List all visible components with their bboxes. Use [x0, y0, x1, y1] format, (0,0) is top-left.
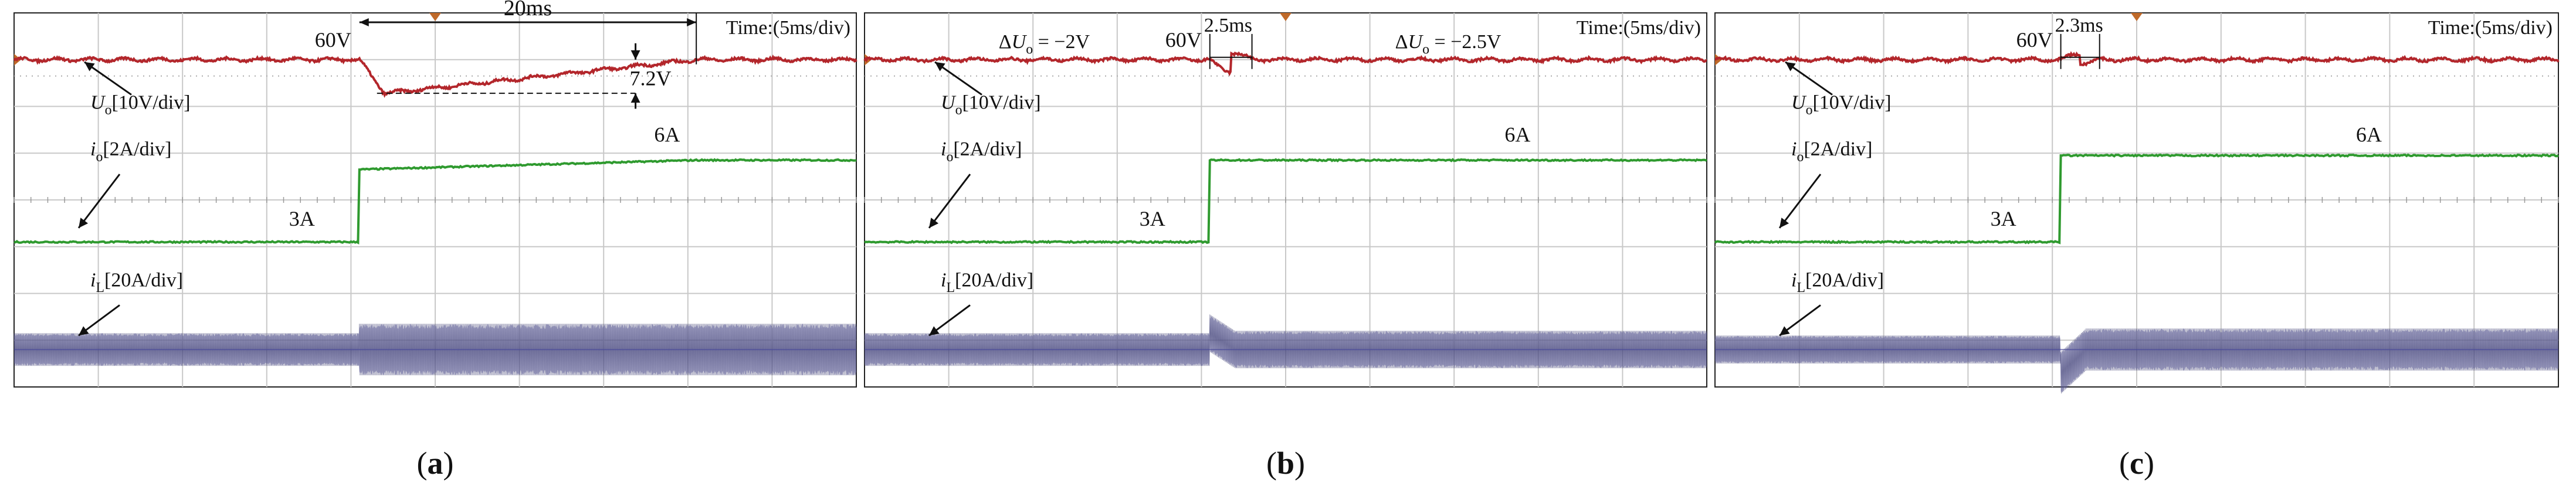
- caption-a: (a): [417, 446, 454, 481]
- arrow-io-shaft: [77, 174, 121, 229]
- current-after-label: 6A: [1504, 123, 1530, 146]
- series-uo-trace: [13, 55, 857, 98]
- probe-label-uo: Uo[10V/div]: [90, 91, 191, 118]
- series-io-trace: [13, 158, 857, 245]
- trigger-marker: [1280, 13, 1292, 21]
- arrow-il-head: [1780, 326, 1790, 336]
- dip-arrow-top-head: [631, 50, 640, 60]
- panel-b: Time:(5ms/div) 60V Uo[10V/div] io[2A/div] iL…: [863, 12, 1707, 388]
- probe-label-il: iL[20A/div]: [90, 270, 183, 296]
- arrow-uo-shaft: [84, 61, 132, 96]
- probe-label-il: iL[20A/div]: [1791, 270, 1884, 296]
- probe-label-il: iL[20A/div]: [941, 270, 1033, 296]
- voltage-value-label: 60V: [315, 28, 351, 52]
- channel-marker: [865, 53, 872, 66]
- probe-label-io: io[2A/div]: [941, 138, 1022, 165]
- probe-label-io: io[2A/div]: [1791, 138, 1872, 165]
- recovery-time-label: 20ms: [504, 0, 552, 21]
- series-uo-trace: [1714, 51, 2560, 67]
- arrow-uo-shaft: [1785, 61, 1833, 96]
- arrow-io-head: [1780, 218, 1789, 228]
- recovery-time-label: 2.5ms: [1204, 15, 1252, 36]
- series-iL-ripple: [13, 324, 857, 376]
- delta-before-label: ΔUo = −2V: [999, 31, 1090, 57]
- time-scale-label: Time:(5ms/div): [2428, 17, 2553, 39]
- dip-arrow-bottom-head: [631, 93, 640, 103]
- caption-c: (c): [2119, 446, 2154, 481]
- dip-value-label: 7.2V: [630, 67, 672, 90]
- arrow-uo-head: [84, 62, 95, 72]
- series-iL-ripple: [864, 314, 1707, 369]
- channel-marker: [1715, 53, 1722, 66]
- time-scale-label: Time:(5ms/div): [726, 17, 850, 39]
- current-before-label: 3A: [289, 207, 315, 230]
- panel-a: Time:(5ms/div) 60V Uo[10V/div] io[2A/div] iL…: [13, 0, 857, 388]
- series-iL-ripple: [1714, 328, 2559, 394]
- probe-label-uo: Uo[10V/div]: [1791, 91, 1892, 118]
- current-before-label: 3A: [1991, 207, 2016, 230]
- panel-c: Time:(5ms/div) 60V Uo[10V/div] io[2A/div] iL…: [1714, 12, 2560, 394]
- arrow-uo-head: [935, 62, 945, 72]
- recovery-arrow-right: [687, 18, 697, 26]
- arrow-io-shaft: [1778, 174, 1822, 229]
- probe-label-io: io[2A/div]: [90, 138, 171, 165]
- delta-after-label: ΔUo = −2.5V: [1395, 31, 1501, 57]
- trigger-marker: [2131, 13, 2143, 21]
- arrow-io-head: [929, 218, 939, 228]
- series-io-trace: [864, 158, 1707, 244]
- recovery-time-label: 2.3ms: [2055, 15, 2103, 36]
- trigger-marker: [429, 13, 441, 21]
- voltage-value-label: 60V: [1165, 28, 1202, 52]
- probe-label-uo: Uo[10V/div]: [941, 91, 1041, 118]
- arrow-il-head: [929, 326, 940, 336]
- arrow-io-shaft: [928, 174, 971, 229]
- series-io-trace: [1714, 153, 2560, 244]
- voltage-value-label: 60V: [2016, 28, 2053, 52]
- caption-b: (b): [1266, 446, 1305, 481]
- time-scale-label: Time:(5ms/div): [1577, 17, 1701, 39]
- arrow-io-head: [79, 218, 89, 228]
- current-after-label: 6A: [2356, 123, 2382, 146]
- arrow-uo-head: [1785, 62, 1796, 72]
- current-before-label: 3A: [1140, 207, 1165, 230]
- arrow-il-head: [79, 326, 89, 336]
- current-after-label: 6A: [654, 123, 680, 146]
- series-uo-trace: [863, 51, 1707, 77]
- arrow-uo-shaft: [934, 61, 982, 96]
- recovery-arrow-left: [359, 18, 369, 26]
